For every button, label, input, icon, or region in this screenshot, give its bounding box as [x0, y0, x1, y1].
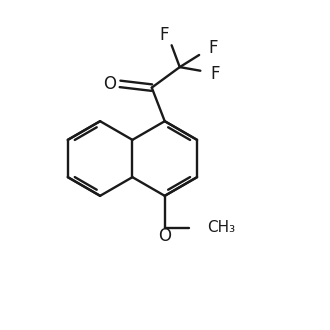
Text: O: O — [103, 75, 116, 93]
Text: O: O — [158, 227, 171, 245]
Text: CH₃: CH₃ — [207, 220, 235, 235]
Text: F: F — [209, 39, 218, 57]
Text: F: F — [160, 25, 169, 44]
Text: F: F — [210, 65, 219, 83]
